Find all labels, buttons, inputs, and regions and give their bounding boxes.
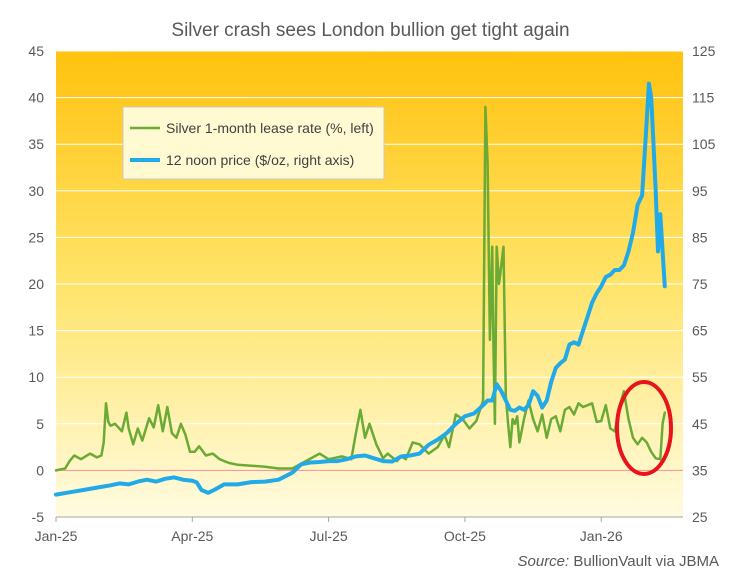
left-tick-label: 45: [28, 43, 44, 59]
right-tick-label: 35: [692, 462, 708, 478]
right-tick-label: 45: [692, 416, 708, 432]
left-tick-label: 0: [36, 462, 44, 478]
left-tick-label: 10: [28, 369, 44, 385]
legend-label-lease: Silver 1-month lease rate (%, left): [166, 120, 374, 136]
x-tick-label: Jul-25: [310, 528, 348, 544]
left-tick-label: 20: [28, 276, 44, 292]
highlight-circle: [615, 380, 673, 476]
source-note: Source: BullionVault via JBMA: [518, 553, 720, 570]
right-tick-label: 125: [692, 43, 716, 59]
series-line-lease: [54, 105, 667, 472]
left-tick-label: 40: [28, 90, 44, 106]
x-tick-label: Apr-25: [171, 528, 213, 544]
x-tick-label: Oct-25: [444, 528, 486, 544]
x-tick-label: Jan-26: [580, 528, 623, 544]
chart-title: Silver crash sees London bullion get tig…: [171, 20, 570, 41]
right-tick-label: 65: [692, 323, 708, 339]
right-tick-label: 115: [692, 90, 715, 106]
left-tick-label: 35: [28, 136, 44, 152]
left-tick-label: 15: [28, 323, 44, 339]
x-tick-label: Jan-25: [35, 528, 78, 544]
right-tick-label: 75: [692, 276, 708, 292]
source-label: Source:: [517, 553, 570, 570]
series-line-price: [54, 81, 667, 497]
series-layer: [54, 81, 667, 497]
right-tick-label: 105: [692, 136, 716, 152]
left-tick-label: -5: [32, 509, 45, 525]
left-tick-label: 5: [36, 416, 44, 432]
axis-labels: -5 25 0 35 5 45 10 55 15 65 20 75 25 85 30 95 35 105 40 115…: [28, 43, 715, 544]
right-tick-label: 95: [692, 183, 708, 199]
left-tick-label: 25: [28, 229, 44, 245]
right-tick-label: 25: [692, 509, 708, 525]
legend: Silver 1-month lease rate (%, left) 12 n…: [122, 106, 385, 180]
right-tick-label: 85: [692, 229, 708, 245]
legend-box: [122, 106, 385, 180]
legend-label-price: 12 noon price ($/oz, right axis): [166, 152, 354, 168]
right-tick-label: 55: [692, 369, 708, 385]
left-tick-label: 30: [28, 183, 44, 199]
source-text: BullionVault via JBMA: [573, 553, 719, 570]
